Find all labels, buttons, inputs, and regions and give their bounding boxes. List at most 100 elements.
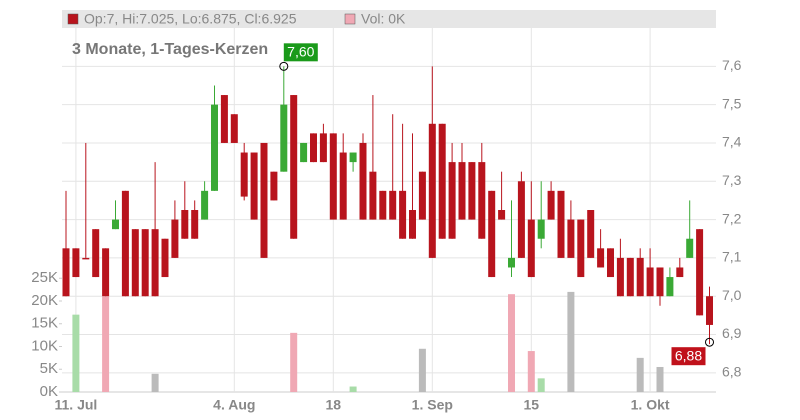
- candle-body: [270, 171, 278, 201]
- candle-body: [498, 210, 506, 220]
- candle-body: [696, 229, 704, 316]
- candle-body: [319, 133, 327, 163]
- volume-bar: [349, 386, 357, 392]
- candle-body: [339, 152, 347, 220]
- candle-body: [240, 152, 248, 197]
- candle-body: [260, 142, 268, 258]
- candle-body: [359, 142, 367, 220]
- candle-body: [230, 114, 238, 143]
- candle-body: [92, 229, 100, 278]
- volume-bar: [656, 366, 664, 392]
- candle-body: [517, 181, 525, 258]
- candle-body: [666, 277, 674, 297]
- volume-bar: [290, 332, 298, 392]
- candle-body: [349, 152, 357, 163]
- candle-body: [616, 257, 624, 297]
- candle-body: [250, 152, 258, 220]
- x-tick-label: 1. Okt: [631, 397, 670, 413]
- legend-bar: [62, 10, 716, 28]
- volume-bar: [537, 378, 545, 392]
- volume-tick-label: 25K: [31, 269, 58, 286]
- volume-tick-label: 0K: [40, 383, 58, 400]
- y-tick-label: 7,2: [722, 210, 742, 226]
- x-tick-label: 1. Sep: [412, 397, 453, 413]
- y-tick-label: 7,1: [722, 249, 742, 265]
- candle-body: [676, 267, 684, 278]
- x-tick-label: 15: [524, 397, 540, 413]
- candle-body: [112, 219, 119, 230]
- legend-swatch: [67, 13, 79, 25]
- candle-body: [527, 219, 535, 278]
- volume-tick-label: 20K: [31, 292, 58, 309]
- candle-body: [369, 171, 377, 220]
- candle-body: [508, 257, 515, 268]
- annotation-marker: [705, 337, 714, 347]
- volume-bar: [151, 373, 159, 392]
- y-tick-label: 7,5: [722, 95, 742, 111]
- candle-body: [121, 190, 129, 297]
- y-tick-label: 6,8: [722, 364, 742, 380]
- candle-body: [329, 133, 337, 220]
- candle-body: [161, 238, 169, 278]
- candle-body: [577, 219, 585, 278]
- volume-bar: [418, 348, 426, 392]
- candle-body: [211, 104, 218, 191]
- candle-body: [290, 95, 298, 239]
- volume-bar: [508, 294, 515, 392]
- y-tick-label: 7,4: [722, 134, 742, 150]
- candle-body: [280, 104, 288, 172]
- candle-body: [389, 190, 397, 220]
- candle-body: [686, 238, 694, 258]
- candle-body: [141, 229, 149, 297]
- volume-bar: [567, 291, 575, 392]
- candle-body: [656, 267, 664, 297]
- candle-body: [438, 123, 446, 239]
- candle-body: [82, 257, 90, 260]
- candle-body: [310, 133, 317, 163]
- volume-tick-label: 15K: [31, 315, 58, 332]
- annotation-label: 7,60: [287, 44, 314, 60]
- legend-price: Op:7, Hi:7.025, Lo:6.875, Cl:6.925: [84, 11, 297, 27]
- volume-bar: [527, 351, 535, 392]
- annotation-label: 6,88: [675, 347, 702, 363]
- annotation-box: [283, 43, 318, 62]
- candle-body: [379, 190, 387, 220]
- annotation-marker: [279, 61, 289, 71]
- x-tick-label: 4. Aug: [213, 397, 255, 413]
- y-tick-label: 7,0: [722, 287, 742, 303]
- candle-body: [597, 248, 605, 268]
- volume-tick-label: 10K: [31, 337, 58, 354]
- x-tick-label: 11. Jul: [54, 397, 97, 413]
- candle-body: [102, 248, 110, 297]
- candle-body: [428, 123, 436, 258]
- volume-bar: [72, 314, 80, 392]
- y-tick-label: 7,6: [722, 57, 742, 73]
- volume-bar: [636, 357, 644, 392]
- candle-body: [607, 248, 614, 278]
- candle-body: [547, 190, 555, 220]
- candle-body: [151, 229, 159, 297]
- candle-body: [72, 248, 80, 278]
- annotation-box: [671, 347, 706, 366]
- candle-body: [557, 190, 565, 258]
- candle-body: [201, 190, 209, 220]
- candle-body: [181, 210, 189, 239]
- subtitle: 3 Monate, 1-Tages-Kerzen: [72, 41, 268, 58]
- candle-body: [537, 219, 545, 239]
- candle-body: [646, 267, 654, 297]
- candle-body: [300, 142, 308, 163]
- x-tick-label: 18: [326, 397, 342, 413]
- candle-body: [488, 190, 496, 278]
- candle-body: [418, 171, 426, 220]
- candle-body: [468, 162, 476, 220]
- legend-volume: Vol: 0K: [361, 11, 406, 27]
- candle-body: [191, 210, 199, 239]
- candle-body: [567, 219, 575, 258]
- volume-tick-label: 5K: [40, 360, 58, 377]
- candle-body: [409, 210, 416, 239]
- candle-body: [587, 210, 595, 258]
- candle-body: [448, 162, 456, 239]
- y-tick-label: 7,3: [722, 172, 742, 188]
- volume-bar: [102, 296, 110, 392]
